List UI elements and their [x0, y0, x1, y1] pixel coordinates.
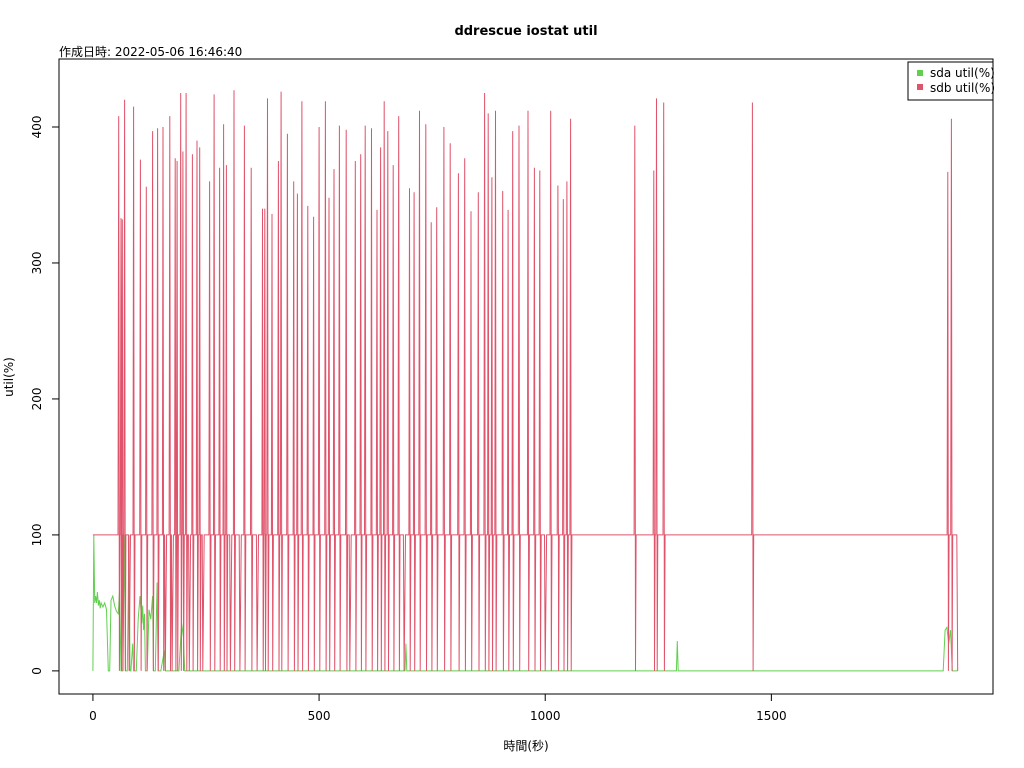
x-tick-label: 0 — [89, 709, 97, 723]
legend-box — [907, 61, 994, 101]
legend-swatch-sdb — [917, 84, 923, 90]
legend-label-sdb: sdb util(%) — [930, 81, 995, 95]
legend: sda util(%) sdb util(%) — [907, 61, 995, 101]
y-tick-label: 200 — [30, 387, 44, 410]
series-line-sdb — [92, 90, 959, 671]
y-tick-label: 100 — [30, 523, 44, 546]
chart-title: ddrescue iostat util — [454, 24, 597, 39]
y-tick-label: 400 — [30, 116, 44, 139]
y-tick-label: 0 — [30, 667, 44, 675]
legend-label-sda: sda util(%) — [930, 66, 995, 80]
x-tick-label: 1500 — [756, 709, 787, 723]
x-axis-label: 時間(秒) — [503, 739, 548, 753]
axes-layer: 0 500 1000 1500 0 100 200 300 400 — [30, 116, 787, 723]
y-tick-label: 300 — [30, 252, 44, 275]
x-tick-label: 1000 — [530, 709, 561, 723]
chart-subtitle: 作成日時: 2022-05-06 16:46:40 — [59, 45, 242, 59]
series-line-sda — [92, 534, 958, 672]
y-axis-label: util(%) — [2, 357, 16, 397]
x-tick-label: 500 — [308, 709, 331, 723]
series-layer — [92, 90, 959, 672]
legend-swatch-sda — [917, 70, 923, 76]
